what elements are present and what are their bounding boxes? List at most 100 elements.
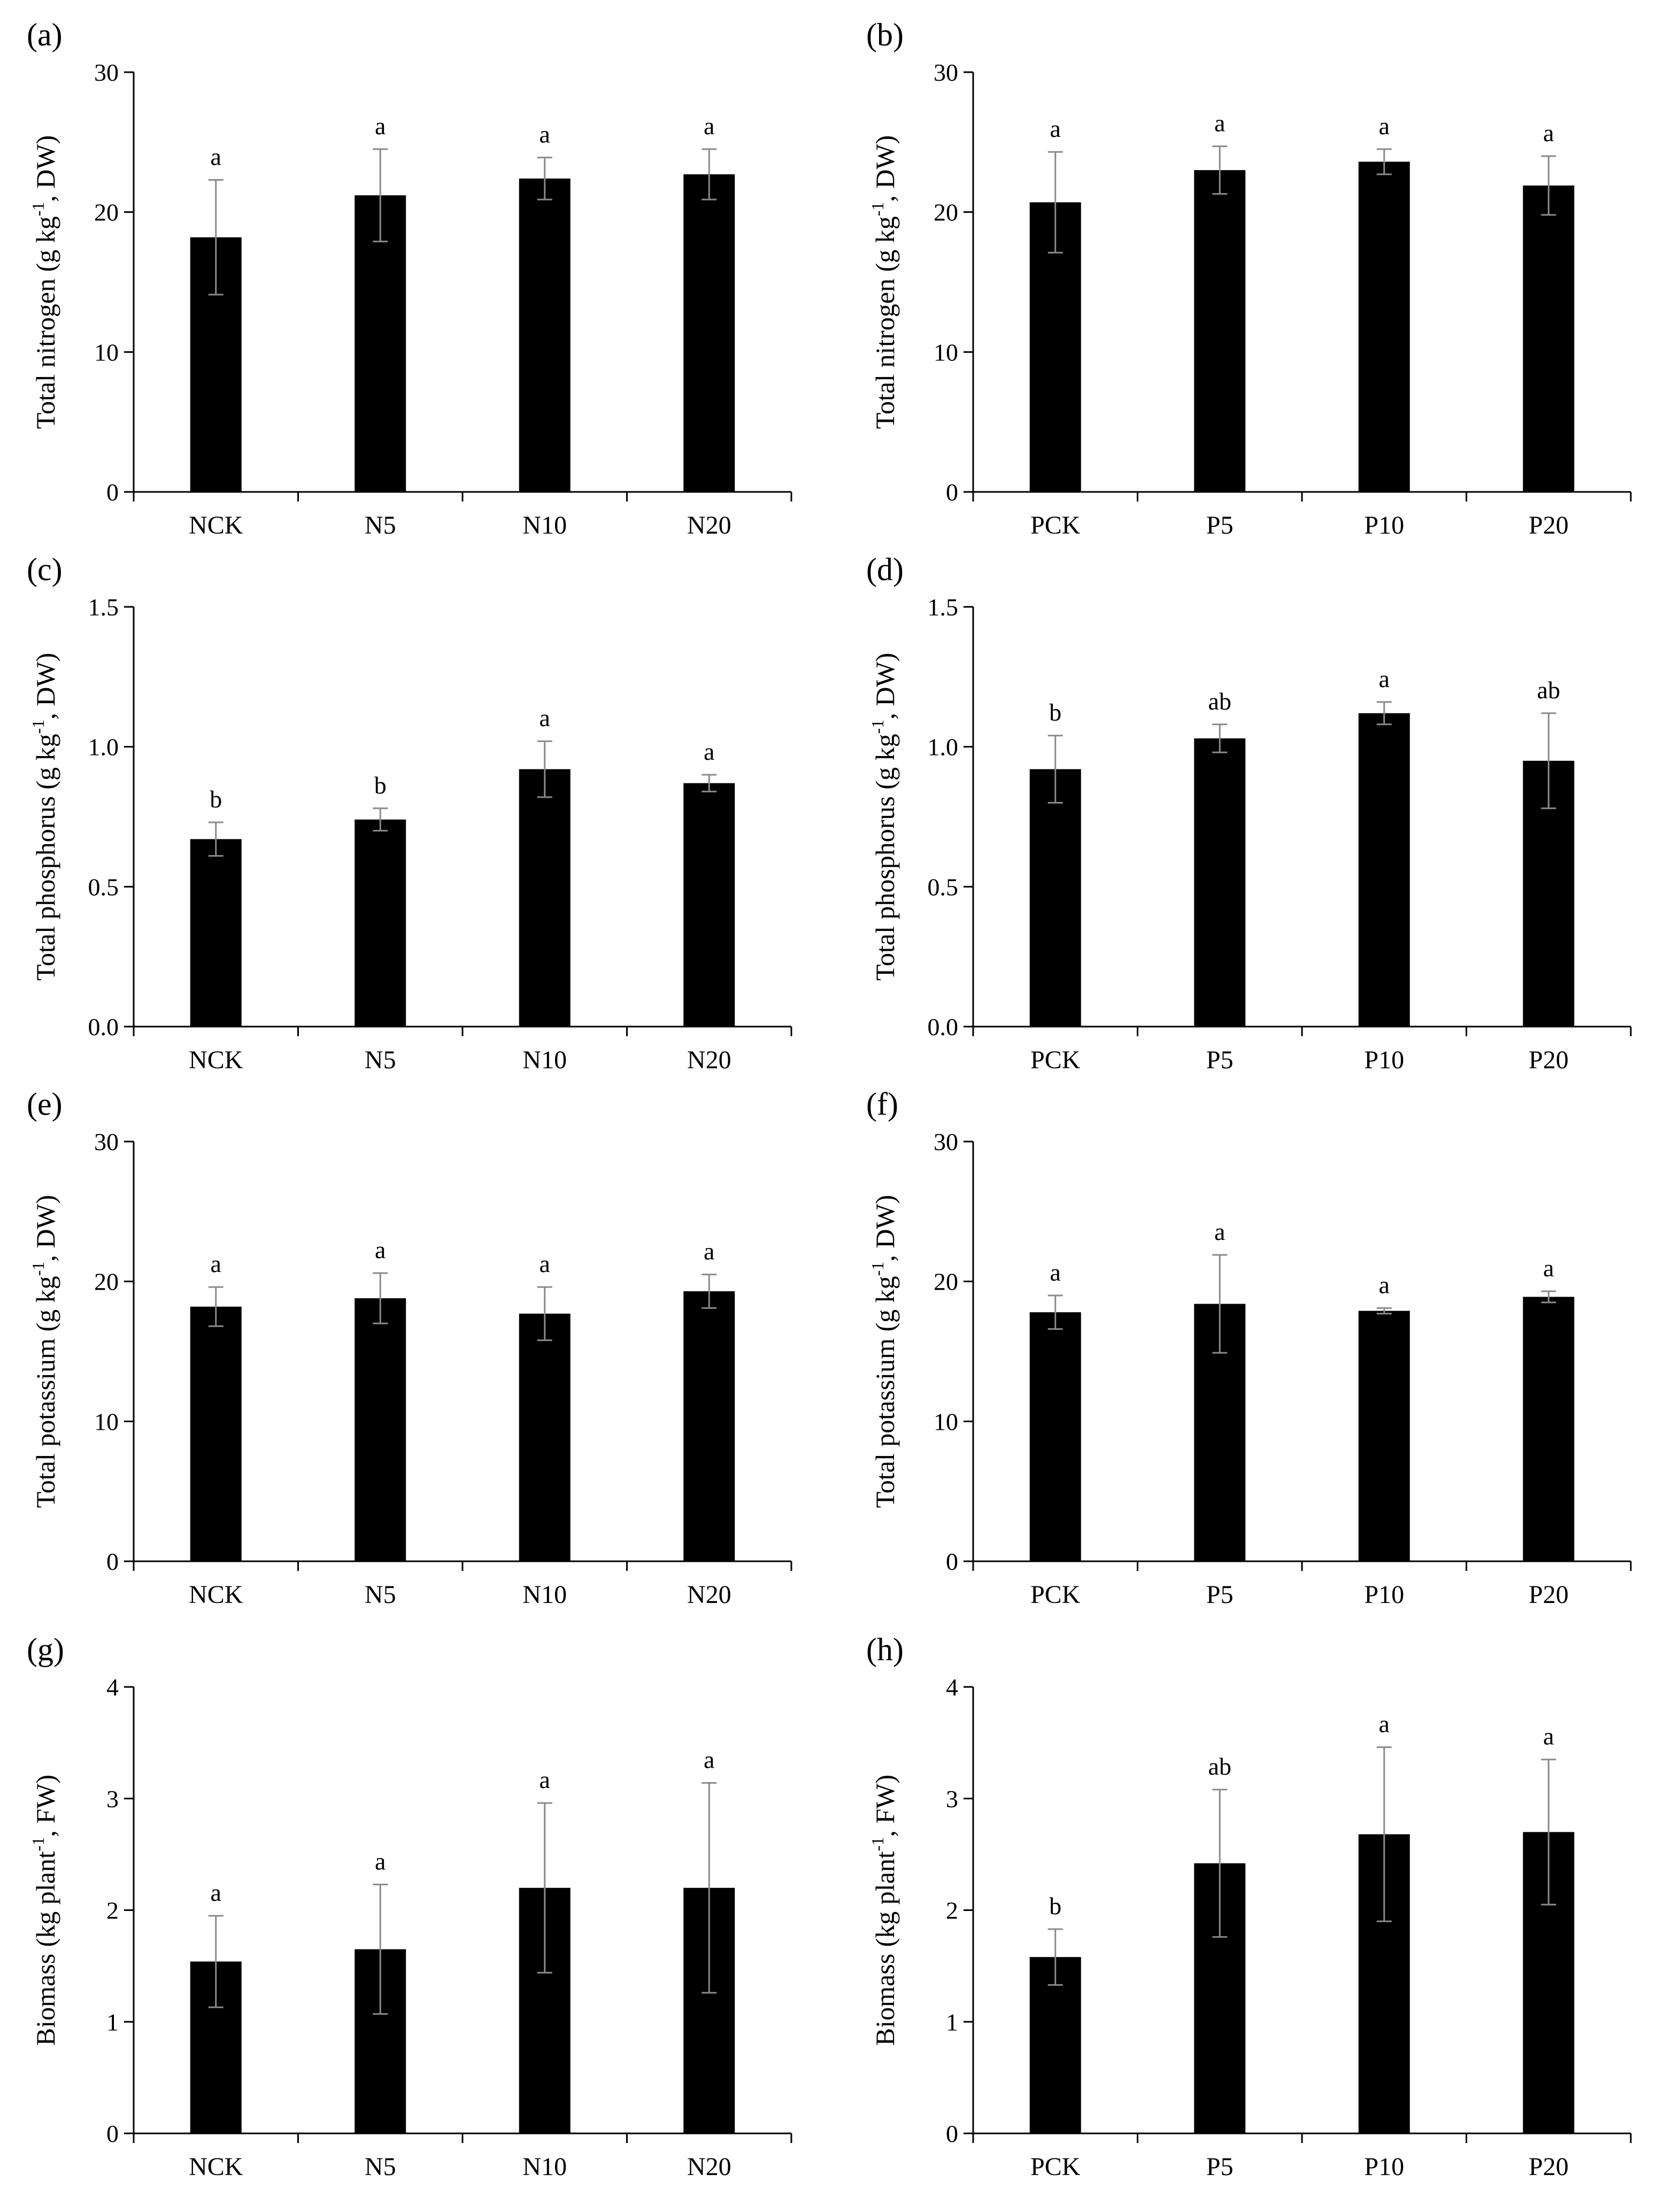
chart-f-svg: (f) Total potassium (g kg-1, DW) 0 10 20 30 a P… xyxy=(866,1086,1632,1609)
y-tick-label: 4 xyxy=(106,1674,119,1701)
x-category-label: NCK xyxy=(189,1046,243,1074)
y-axis-title-superscript: -1 xyxy=(868,202,887,217)
y-axis-title: Total phosphorus (g kg-1, DW) xyxy=(868,653,900,981)
bar-n10 xyxy=(519,178,571,492)
bar-p10 xyxy=(1358,161,1410,492)
y-axis-title-unit: , DW) xyxy=(30,135,60,202)
y-axis-title-main: Total phosphorus (g kg xyxy=(870,734,900,981)
x-category-label: PCK xyxy=(1030,1581,1081,1609)
x-category-label: N5 xyxy=(365,2153,396,2181)
significance-letter: a xyxy=(704,738,714,765)
panel-d: (d) Total phosphorus (g kg-1, DW) 0.0 0.5 1.… xyxy=(861,551,1679,1080)
y-axis-title-superscript: -1 xyxy=(28,1262,48,1276)
y-tick-label: 20 xyxy=(934,199,958,226)
y-tick-label: 20 xyxy=(94,1268,119,1296)
significance-letter: b xyxy=(210,785,222,813)
y-tick-label: 4 xyxy=(946,1674,958,1701)
bar-n5 xyxy=(355,195,406,492)
significance-letter: a xyxy=(1543,119,1554,147)
y-tick-label: 30 xyxy=(934,59,958,86)
y-tick-label: 0 xyxy=(106,1548,119,1575)
significance-letter: a xyxy=(540,704,550,731)
significance-letter: a xyxy=(375,112,386,140)
x-category-label: N5 xyxy=(365,511,396,539)
chart-b-svg: (b) Total nitrogen (g kg-1, DW) 0 10 20 30 a PC… xyxy=(866,17,1632,539)
significance-letter: a xyxy=(211,1250,221,1277)
x-category-label: N5 xyxy=(365,1046,396,1074)
bar-p5 xyxy=(1194,170,1246,492)
y-axis-title-superscript: -1 xyxy=(28,202,48,217)
significance-letter: a xyxy=(540,1250,550,1277)
y-axis-title-unit: , FW) xyxy=(30,1775,60,1837)
significance-letter: a xyxy=(704,1238,714,1265)
x-category-label: P10 xyxy=(1364,2153,1404,2181)
panel-a: (a) Total nitrogen (g kg-1, DW) 0 10 20 30 a NC… xyxy=(21,16,839,545)
y-tick-label: 0 xyxy=(106,2120,119,2147)
y-tick-label: 0 xyxy=(946,2120,958,2147)
significance-letter: a xyxy=(704,1746,714,1774)
y-axis-title-unit: , DW) xyxy=(30,1195,60,1262)
bar-nck xyxy=(190,839,242,1027)
x-category-label: P10 xyxy=(1364,1046,1404,1074)
x-category-label: P5 xyxy=(1206,2153,1234,2181)
bar-pck xyxy=(1029,769,1081,1027)
panel-f: (f) Total potassium (g kg-1, DW) 0 10 20 30 a P… xyxy=(861,1085,1679,1615)
x-category-label: NCK xyxy=(189,2153,243,2181)
bar-n10 xyxy=(519,1313,571,1561)
x-category-label: P5 xyxy=(1206,1046,1234,1074)
significance-letter: a xyxy=(1050,115,1061,142)
significance-letter: a xyxy=(540,121,550,148)
y-tick-label: 30 xyxy=(94,1128,119,1155)
x-category-label: N20 xyxy=(687,511,731,539)
x-category-label: N10 xyxy=(522,1046,567,1074)
y-tick-label: 30 xyxy=(94,59,119,86)
y-axis-title: Total phosphorus (g kg-1, DW) xyxy=(28,653,60,981)
y-axis-title: Biomass (kg plant-1, FW) xyxy=(28,1775,60,2046)
bar-p10 xyxy=(1358,1311,1410,1561)
y-axis-title-main: Total nitrogen (g kg xyxy=(30,216,60,429)
y-tick-label: 0 xyxy=(106,479,119,506)
bar-pck xyxy=(1029,1312,1081,1561)
bar-n20 xyxy=(683,783,735,1027)
y-axis-title-main: Biomass (kg plant xyxy=(30,1851,60,2046)
significance-letter: a xyxy=(704,112,714,140)
y-axis-title-unit: , FW) xyxy=(870,1775,900,1837)
y-axis-title-main: Biomass (kg plant xyxy=(870,1851,900,2046)
y-axis-title: Biomass (kg plant-1, FW) xyxy=(868,1775,900,2046)
x-category-label: P20 xyxy=(1529,511,1569,539)
bar-pck xyxy=(1029,1957,1081,2133)
y-axis-title-unit: , DW) xyxy=(30,653,60,720)
y-axis-title-unit: , DW) xyxy=(870,135,900,202)
y-axis-title-unit: , DW) xyxy=(870,1195,900,1262)
y-tick-label: 10 xyxy=(934,1408,958,1435)
bar-p10 xyxy=(1358,713,1410,1027)
y-tick-label: 1.5 xyxy=(88,594,119,621)
x-category-label: P5 xyxy=(1206,511,1234,539)
bar-p5 xyxy=(1194,738,1246,1027)
x-category-label: N10 xyxy=(522,511,567,539)
panel-label: (f) xyxy=(866,1086,898,1122)
panel-label: (e) xyxy=(27,1086,63,1122)
y-axis-title: Total nitrogen (g kg-1, DW) xyxy=(868,135,900,429)
chart-h-svg: (h) Biomass (kg plant-1, FW) 0 1 2 3 4 b PCK ab P5… xyxy=(866,1632,1632,2181)
panel-c: (c) Total phosphorus (g kg-1, DW) 0.0 0.5 1.… xyxy=(21,551,839,1080)
y-tick-label: 20 xyxy=(94,199,119,226)
x-category-label: P20 xyxy=(1529,1581,1569,1609)
y-tick-label: 30 xyxy=(934,1128,958,1155)
x-category-label: P5 xyxy=(1206,1581,1234,1609)
x-category-label: NCK xyxy=(189,511,243,539)
x-category-label: N20 xyxy=(687,1046,731,1074)
y-tick-label: 10 xyxy=(934,338,958,366)
y-tick-label: 0 xyxy=(946,1548,958,1575)
x-category-label: P20 xyxy=(1529,2153,1569,2181)
y-axis-title-superscript: -1 xyxy=(28,720,48,734)
significance-letter: b xyxy=(1049,1892,1061,1920)
x-category-label: PCK xyxy=(1030,1046,1081,1074)
panel-label: (d) xyxy=(866,552,904,587)
significance-letter: ab xyxy=(1537,676,1560,704)
y-tick-label: 1.0 xyxy=(88,734,119,761)
chart-g-svg: (g) Biomass (kg plant-1, FW) 0 1 2 3 4 a NCK a N5 a… xyxy=(27,1632,792,2181)
bar-n10 xyxy=(519,769,571,1027)
panel-b: (b) Total nitrogen (g kg-1, DW) 0 10 20 30 a PC… xyxy=(861,16,1679,545)
significance-letter: a xyxy=(211,143,221,170)
